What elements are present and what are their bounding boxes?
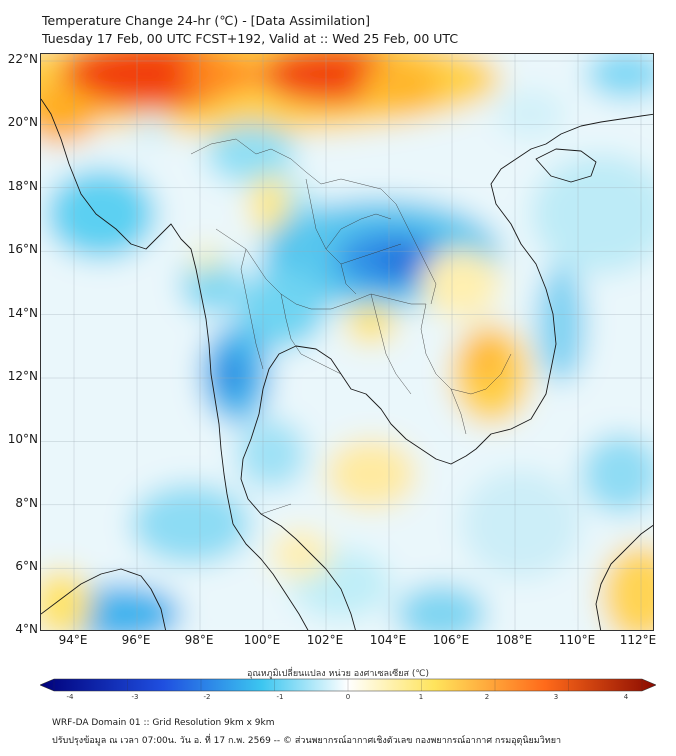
- cbar-tick-3: 3: [553, 693, 559, 701]
- malay-peninsula-west: [232, 523, 309, 630]
- cbar-tick--1: -1: [276, 693, 284, 701]
- lon-label-112: 112°E: [619, 633, 657, 647]
- cbar-tick-2: 2: [484, 693, 490, 701]
- map-canvas: [41, 54, 653, 630]
- china-south-coast: [545, 113, 653, 145]
- lat-label-8: 8°N: [15, 496, 38, 510]
- borders: [190, 138, 512, 515]
- lat-label-14: 14°N: [7, 306, 38, 320]
- cbar-tick--4: -4: [66, 693, 74, 701]
- cbar-tick-0: 0: [345, 693, 351, 701]
- map-subtitle: Tuesday 17 Feb, 00 UTC FCST+192, Valid a…: [42, 31, 459, 46]
- hainan-island: [535, 148, 597, 183]
- lon-label-102: 102°E: [306, 633, 344, 647]
- temperature-field: [41, 54, 653, 630]
- cambodia-vietnam-coast: [420, 143, 557, 465]
- lat-label-16: 16°N: [7, 242, 38, 256]
- lat-label-22: 22°N: [7, 52, 38, 66]
- lon-label-106: 106°E: [432, 633, 470, 647]
- borneo-coast: [595, 524, 653, 630]
- myanmar-west-coast: [41, 98, 234, 525]
- lon-label-108: 108°E: [495, 633, 533, 647]
- cbar-tick-1: 1: [418, 693, 424, 701]
- colorbar: [40, 678, 656, 692]
- footer-update-info: ปรับปรุงข้อมูล ณ เวลา 07:00น. วัน อ. ที่…: [52, 736, 562, 746]
- cbar-tick--2: -2: [203, 693, 211, 701]
- cbar-tick--3: -3: [131, 693, 139, 701]
- lat-label-12: 12°N: [7, 369, 38, 383]
- map-title: Temperature Change 24-hr (℃) - [Data Ass…: [42, 13, 371, 28]
- coastlines: [41, 98, 653, 630]
- lat-label-4: 4°N: [15, 622, 38, 636]
- footer-model-info: WRF-DA Domain 01 :: Grid Resolution 9km …: [52, 718, 275, 728]
- lon-label-104: 104°E: [369, 633, 407, 647]
- sumatra-coast: [41, 568, 167, 630]
- lon-label-110: 110°E: [558, 633, 596, 647]
- lat-label-10: 10°N: [7, 432, 38, 446]
- lon-label-96: 96°E: [121, 633, 151, 647]
- lon-label-98: 98°E: [184, 633, 214, 647]
- lat-label-18: 18°N: [7, 179, 38, 193]
- lat-label-6: 6°N: [15, 559, 38, 573]
- malay-peninsula-east: [240, 413, 356, 630]
- temperature-change-map: [40, 53, 654, 631]
- lat-label-20: 20°N: [7, 115, 38, 129]
- gulf-of-thailand-north: [258, 345, 422, 450]
- cbar-tick-4: 4: [623, 693, 629, 701]
- lon-label-100: 100°E: [243, 633, 281, 647]
- lon-label-94: 94°E: [58, 633, 88, 647]
- graticule: [41, 54, 653, 630]
- colorbar-title: อุณหภูมิเปลี่ยนแปลง หน่วย องศาเซลเซียส (…: [246, 669, 430, 679]
